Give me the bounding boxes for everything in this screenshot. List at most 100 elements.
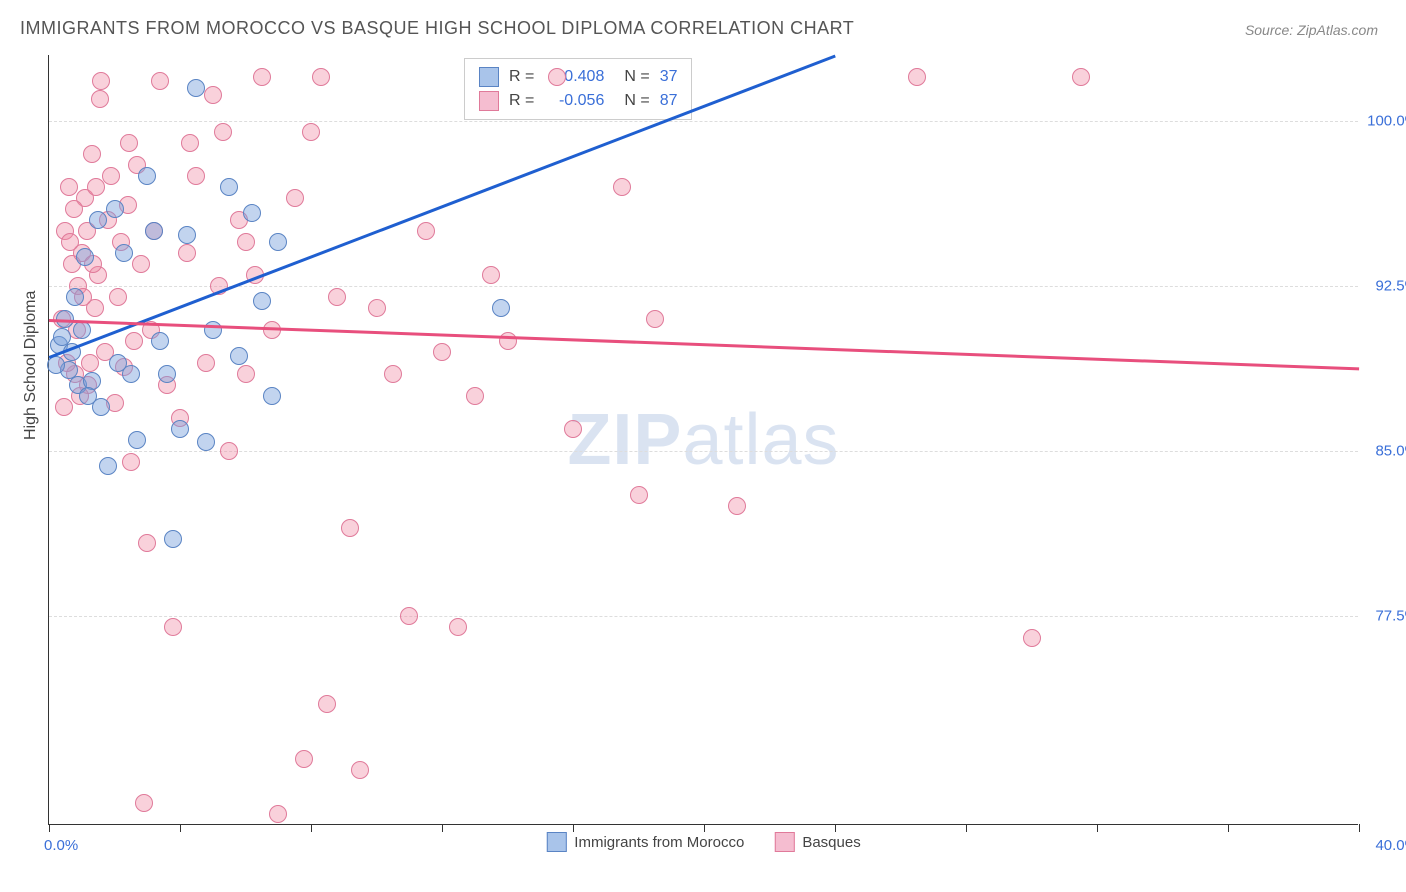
x-tick [442, 824, 443, 832]
x-tick [835, 824, 836, 832]
data-point [341, 519, 359, 537]
gridline-h [49, 451, 1358, 452]
data-point [220, 442, 238, 460]
data-point [92, 72, 110, 90]
data-point [613, 178, 631, 196]
data-point [122, 365, 140, 383]
x-tick [573, 824, 574, 832]
legend-series-item: Basques [774, 832, 860, 852]
gridline-h [49, 286, 1358, 287]
data-point [55, 398, 73, 416]
x-tick [966, 824, 967, 832]
data-point [499, 332, 517, 350]
x-tick [311, 824, 312, 832]
x-tick [180, 824, 181, 832]
data-point [79, 387, 97, 405]
data-point [204, 86, 222, 104]
data-point [220, 178, 238, 196]
data-point [400, 607, 418, 625]
y-tick-label: 92.5% [1375, 278, 1406, 295]
data-point [1072, 68, 1090, 86]
data-point [89, 211, 107, 229]
legend-correlation-row: R =0.408N =37 [479, 65, 677, 89]
data-point [122, 453, 140, 471]
data-point [106, 200, 124, 218]
data-point [728, 497, 746, 515]
chart-title: IMMIGRANTS FROM MOROCCO VS BASQUE HIGH S… [20, 18, 854, 39]
data-point [125, 332, 143, 350]
data-point [61, 233, 79, 251]
y-tick-label: 85.0% [1375, 443, 1406, 460]
x-axis-max-label: 40.0% [1375, 837, 1406, 854]
watermark-atlas: atlas [682, 400, 839, 480]
data-point [138, 167, 156, 185]
data-point [115, 244, 133, 262]
data-point [47, 356, 65, 374]
data-point [102, 167, 120, 185]
legend-r-value: -0.056 [544, 92, 604, 110]
data-point [466, 387, 484, 405]
watermark: ZIPatlas [567, 399, 839, 481]
data-point [187, 79, 205, 97]
data-point [120, 134, 138, 152]
data-point [151, 72, 169, 90]
data-point [60, 178, 78, 196]
data-point [91, 90, 109, 108]
data-point [646, 310, 664, 328]
data-point [492, 299, 510, 317]
x-tick [49, 824, 50, 832]
x-tick [1097, 824, 1098, 832]
legend-n-label: N = [624, 68, 649, 86]
y-axis-title: High School Diploma [22, 291, 40, 440]
data-point [81, 354, 99, 372]
data-point [164, 618, 182, 636]
data-point [132, 255, 150, 273]
data-point [138, 534, 156, 552]
gridline-h [49, 121, 1358, 122]
data-point [449, 618, 467, 636]
data-point [87, 178, 105, 196]
legend-r-label: R = [509, 92, 534, 110]
data-point [318, 695, 336, 713]
data-point [312, 68, 330, 86]
data-point [197, 354, 215, 372]
legend-r-label: R = [509, 68, 534, 86]
data-point [145, 222, 163, 240]
data-point [237, 233, 255, 251]
x-tick [1228, 824, 1229, 832]
data-point [253, 68, 271, 86]
data-point [204, 321, 222, 339]
data-point [109, 288, 127, 306]
x-tick [704, 824, 705, 832]
trend-line [49, 55, 836, 359]
data-point [158, 365, 176, 383]
data-point [263, 387, 281, 405]
data-point [237, 365, 255, 383]
legend-n-label: N = [624, 92, 649, 110]
data-point [269, 805, 287, 823]
legend-swatch [546, 832, 566, 852]
y-tick-label: 77.5% [1375, 608, 1406, 625]
legend-series-label: Immigrants from Morocco [574, 834, 744, 851]
data-point [295, 750, 313, 768]
data-point [178, 226, 196, 244]
data-point [65, 200, 83, 218]
x-tick [1359, 824, 1360, 832]
watermark-zip: ZIP [567, 400, 682, 480]
data-point [73, 321, 91, 339]
data-point [1023, 629, 1041, 647]
data-point [66, 288, 84, 306]
data-point [368, 299, 386, 317]
data-point [564, 420, 582, 438]
legend-swatch [479, 67, 499, 87]
legend-n-value: 37 [660, 68, 678, 86]
data-point [253, 292, 271, 310]
data-point [230, 347, 248, 365]
data-point [630, 486, 648, 504]
data-point [181, 134, 199, 152]
data-point [99, 457, 117, 475]
data-point [384, 365, 402, 383]
data-point [128, 431, 146, 449]
legend-swatch [479, 91, 499, 111]
plot-area: ZIPatlas R =0.408N =37R =-0.056N =87 Imm… [48, 55, 1358, 825]
